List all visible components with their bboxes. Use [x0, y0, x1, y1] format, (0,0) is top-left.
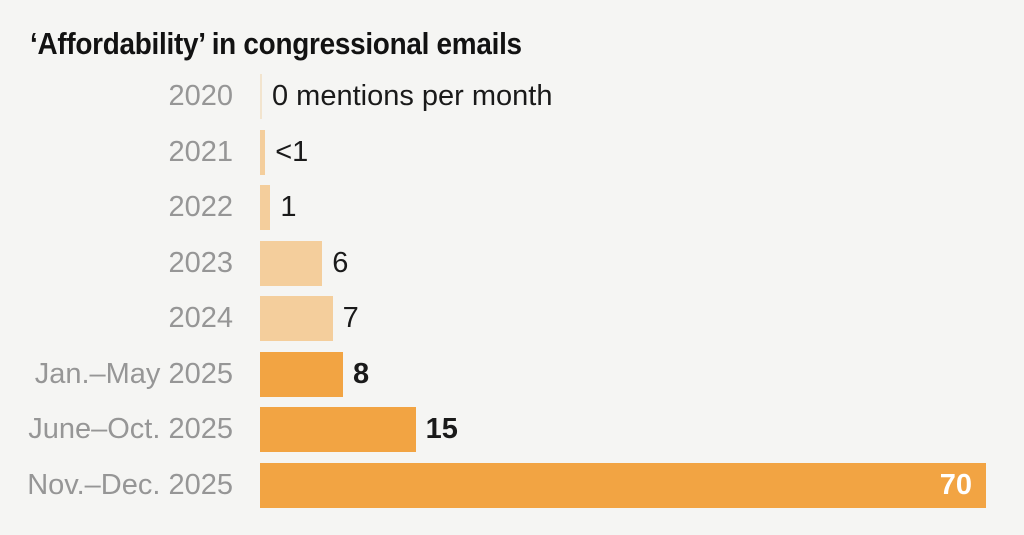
bar-plot-area: 6 — [260, 240, 1024, 286]
category-label: Jan.–May 2025 — [34, 357, 233, 390]
bar-plot-area: 1 — [260, 185, 1024, 231]
bar-plot-area: 0 mentions per month — [260, 74, 1024, 120]
bar: 70 — [260, 462, 986, 508]
chart-row: 2022 1 — [0, 180, 1024, 236]
bar-plot-area: 15 — [260, 407, 1024, 453]
category-label: 2024 — [168, 302, 233, 335]
chart-row: June–Oct. 2025 15 — [0, 402, 1024, 458]
bar-chart: 2020 0 mentions per month 2021 <1 2022 1… — [0, 69, 1024, 513]
chart-title: ‘Affordability’ in congressional emails — [30, 26, 522, 61]
chart-row: 2024 7 — [0, 291, 1024, 347]
bar — [260, 407, 416, 453]
bar — [260, 296, 333, 342]
category-label: 2020 — [168, 80, 233, 113]
value-label: 0 mentions per month — [272, 80, 553, 113]
category-label: 2021 — [168, 135, 233, 168]
bar-plot-area: 7 — [260, 296, 1024, 342]
value-label: <1 — [275, 135, 309, 168]
chart-row: Nov.–Dec. 2025 70 — [0, 458, 1024, 514]
value-label: 15 — [425, 413, 458, 446]
bar-plot-area: 8 — [260, 351, 1024, 397]
bar — [260, 351, 343, 397]
bar-plot-area: 70 — [260, 462, 1024, 508]
category-label: Nov.–Dec. 2025 — [27, 468, 233, 501]
category-label: June–Oct. 2025 — [28, 413, 233, 446]
chart-row: Jan.–May 2025 8 — [0, 347, 1024, 403]
bar-plot-area: <1 — [260, 129, 1024, 175]
value-label: 70 — [939, 468, 972, 501]
zero-axis-tick — [260, 74, 262, 120]
value-label: 6 — [332, 246, 349, 279]
value-label: 1 — [280, 191, 297, 224]
chart-row: 2021 <1 — [0, 125, 1024, 181]
value-label: 7 — [342, 302, 359, 335]
category-label: 2022 — [168, 191, 233, 224]
bar — [260, 240, 323, 286]
category-label: 2023 — [168, 246, 233, 279]
bar — [260, 129, 266, 175]
chart-row: 2023 6 — [0, 236, 1024, 292]
bar — [260, 185, 271, 231]
value-label: 8 — [353, 357, 370, 390]
chart-row: 2020 0 mentions per month — [0, 69, 1024, 125]
